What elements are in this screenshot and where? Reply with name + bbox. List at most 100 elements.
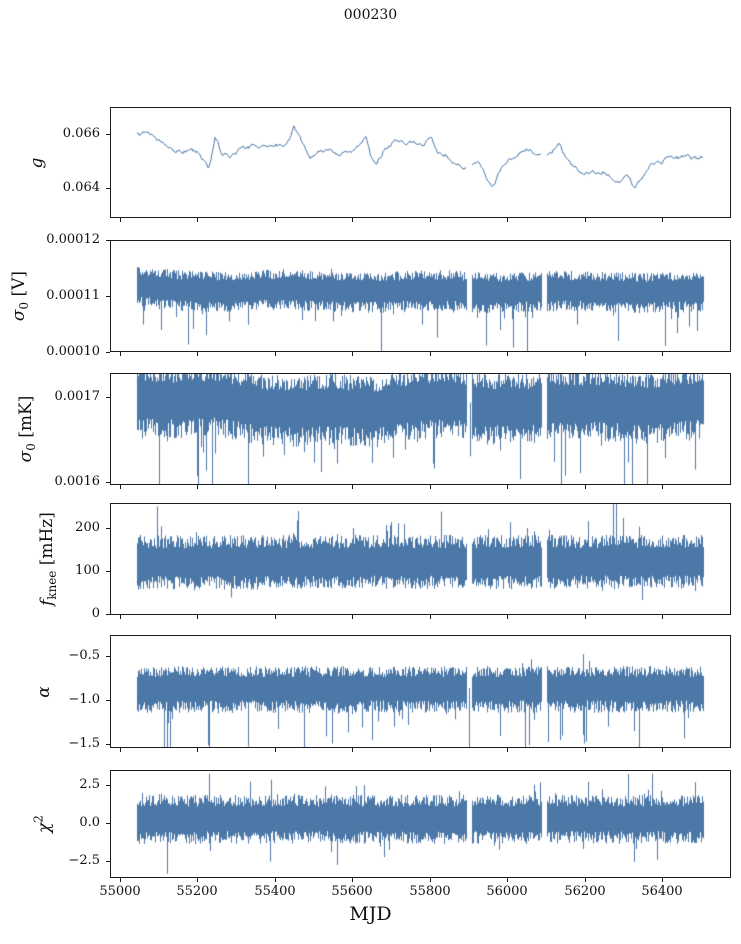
x-tick-mark <box>120 218 121 222</box>
x-tick-mark <box>507 352 508 356</box>
x-tick-mark <box>120 485 121 489</box>
x-tick-mark <box>275 615 276 619</box>
subplot-chi2 <box>110 770 731 878</box>
x-tick-mark <box>662 615 663 619</box>
x-tick-mark <box>352 218 353 222</box>
y-axis-label-fknee: fknee [mHz] <box>36 512 60 606</box>
y-tick-label: 2.5 <box>79 777 100 792</box>
alpha-series <box>111 636 730 747</box>
y-tick-mark <box>106 656 110 657</box>
x-tick-mark <box>507 218 508 222</box>
x-axis-label: MJD <box>349 903 392 925</box>
y-tick-label: −0.5 <box>68 648 100 663</box>
y-tick-label: 0.00010 <box>46 344 100 359</box>
y-tick-label: 200 <box>75 520 100 535</box>
y-tick-label: −2.5 <box>68 853 100 868</box>
x-tick-mark <box>585 878 586 882</box>
x-tick-mark <box>430 352 431 356</box>
y-axis-label-g: g <box>27 157 47 169</box>
x-tick-label: 55200 <box>176 884 218 899</box>
y-tick-mark <box>106 785 110 786</box>
x-tick-mark <box>507 485 508 489</box>
y-tick-mark <box>106 296 110 297</box>
y-tick-mark <box>106 614 110 615</box>
x-tick-mark <box>120 748 121 752</box>
sigma0_mK-series <box>111 374 730 484</box>
y-tick-label: 100 <box>75 563 100 578</box>
y-axis-label-sigma0_V: σ0 [V] <box>8 270 32 322</box>
y-tick-label: 0.0017 <box>54 389 101 404</box>
x-tick-mark <box>275 218 276 222</box>
x-tick-label: 55800 <box>409 884 451 899</box>
y-tick-label: 0.064 <box>62 180 100 195</box>
g-series <box>111 108 730 217</box>
chi2-series <box>111 771 730 877</box>
y-tick-label: 0.00012 <box>46 232 100 247</box>
y-tick-label: 0.0016 <box>54 474 101 489</box>
x-tick-mark <box>585 218 586 222</box>
subplot-fknee <box>110 503 731 615</box>
x-tick-mark <box>430 615 431 619</box>
x-tick-mark <box>197 485 198 489</box>
x-tick-label: 56000 <box>486 884 528 899</box>
x-tick-mark <box>352 878 353 882</box>
subplot-sigma0_mK <box>110 373 731 485</box>
x-tick-mark <box>662 878 663 882</box>
y-tick-mark <box>106 240 110 241</box>
y-tick-mark <box>106 823 110 824</box>
subplot-sigma0_V <box>110 240 731 352</box>
x-tick-mark <box>585 748 586 752</box>
x-tick-mark <box>585 615 586 619</box>
y-tick-mark <box>106 571 110 572</box>
x-tick-mark <box>662 352 663 356</box>
x-tick-mark <box>430 485 431 489</box>
x-tick-mark <box>275 878 276 882</box>
x-tick-mark <box>352 748 353 752</box>
y-tick-mark <box>106 397 110 398</box>
x-tick-mark <box>507 878 508 882</box>
x-tick-mark <box>507 748 508 752</box>
x-tick-mark <box>430 878 431 882</box>
x-tick-mark <box>197 352 198 356</box>
sigma0_V-series <box>111 241 730 351</box>
subplot-alpha <box>110 635 731 748</box>
x-tick-mark <box>585 352 586 356</box>
y-tick-mark <box>106 352 110 353</box>
x-tick-mark <box>197 878 198 882</box>
x-tick-mark <box>197 615 198 619</box>
x-tick-mark <box>662 748 663 752</box>
y-tick-label: −1.5 <box>68 736 100 751</box>
x-tick-mark <box>275 748 276 752</box>
y-axis-label-sigma0_mK: σ0 [mK] <box>15 395 39 463</box>
y-tick-label: 0.00011 <box>46 288 100 303</box>
y-tick-label: 0.066 <box>62 126 100 141</box>
y-axis-label-alpha: α <box>34 686 54 698</box>
chart-title: 000230 <box>343 7 398 23</box>
x-tick-mark <box>275 485 276 489</box>
x-tick-mark <box>120 615 121 619</box>
y-tick-mark <box>106 482 110 483</box>
x-tick-mark <box>662 218 663 222</box>
x-tick-label: 56400 <box>641 884 683 899</box>
x-tick-mark <box>430 218 431 222</box>
x-tick-mark <box>352 615 353 619</box>
x-tick-label: 55600 <box>331 884 373 899</box>
y-axis-label-chi2: χ2 <box>31 815 55 833</box>
x-tick-mark <box>352 485 353 489</box>
x-tick-label: 55000 <box>99 884 141 899</box>
y-tick-mark <box>106 528 110 529</box>
x-tick-mark <box>197 748 198 752</box>
x-tick-mark <box>507 615 508 619</box>
y-tick-mark <box>106 700 110 701</box>
y-tick-mark <box>106 861 110 862</box>
x-tick-mark <box>120 352 121 356</box>
x-tick-mark <box>430 748 431 752</box>
y-tick-mark <box>106 188 110 189</box>
x-tick-mark <box>662 485 663 489</box>
x-tick-mark <box>197 218 198 222</box>
x-tick-label: 56200 <box>564 884 606 899</box>
subplot-g <box>110 107 731 218</box>
y-tick-mark <box>106 134 110 135</box>
y-tick-label: 0 <box>91 606 100 621</box>
